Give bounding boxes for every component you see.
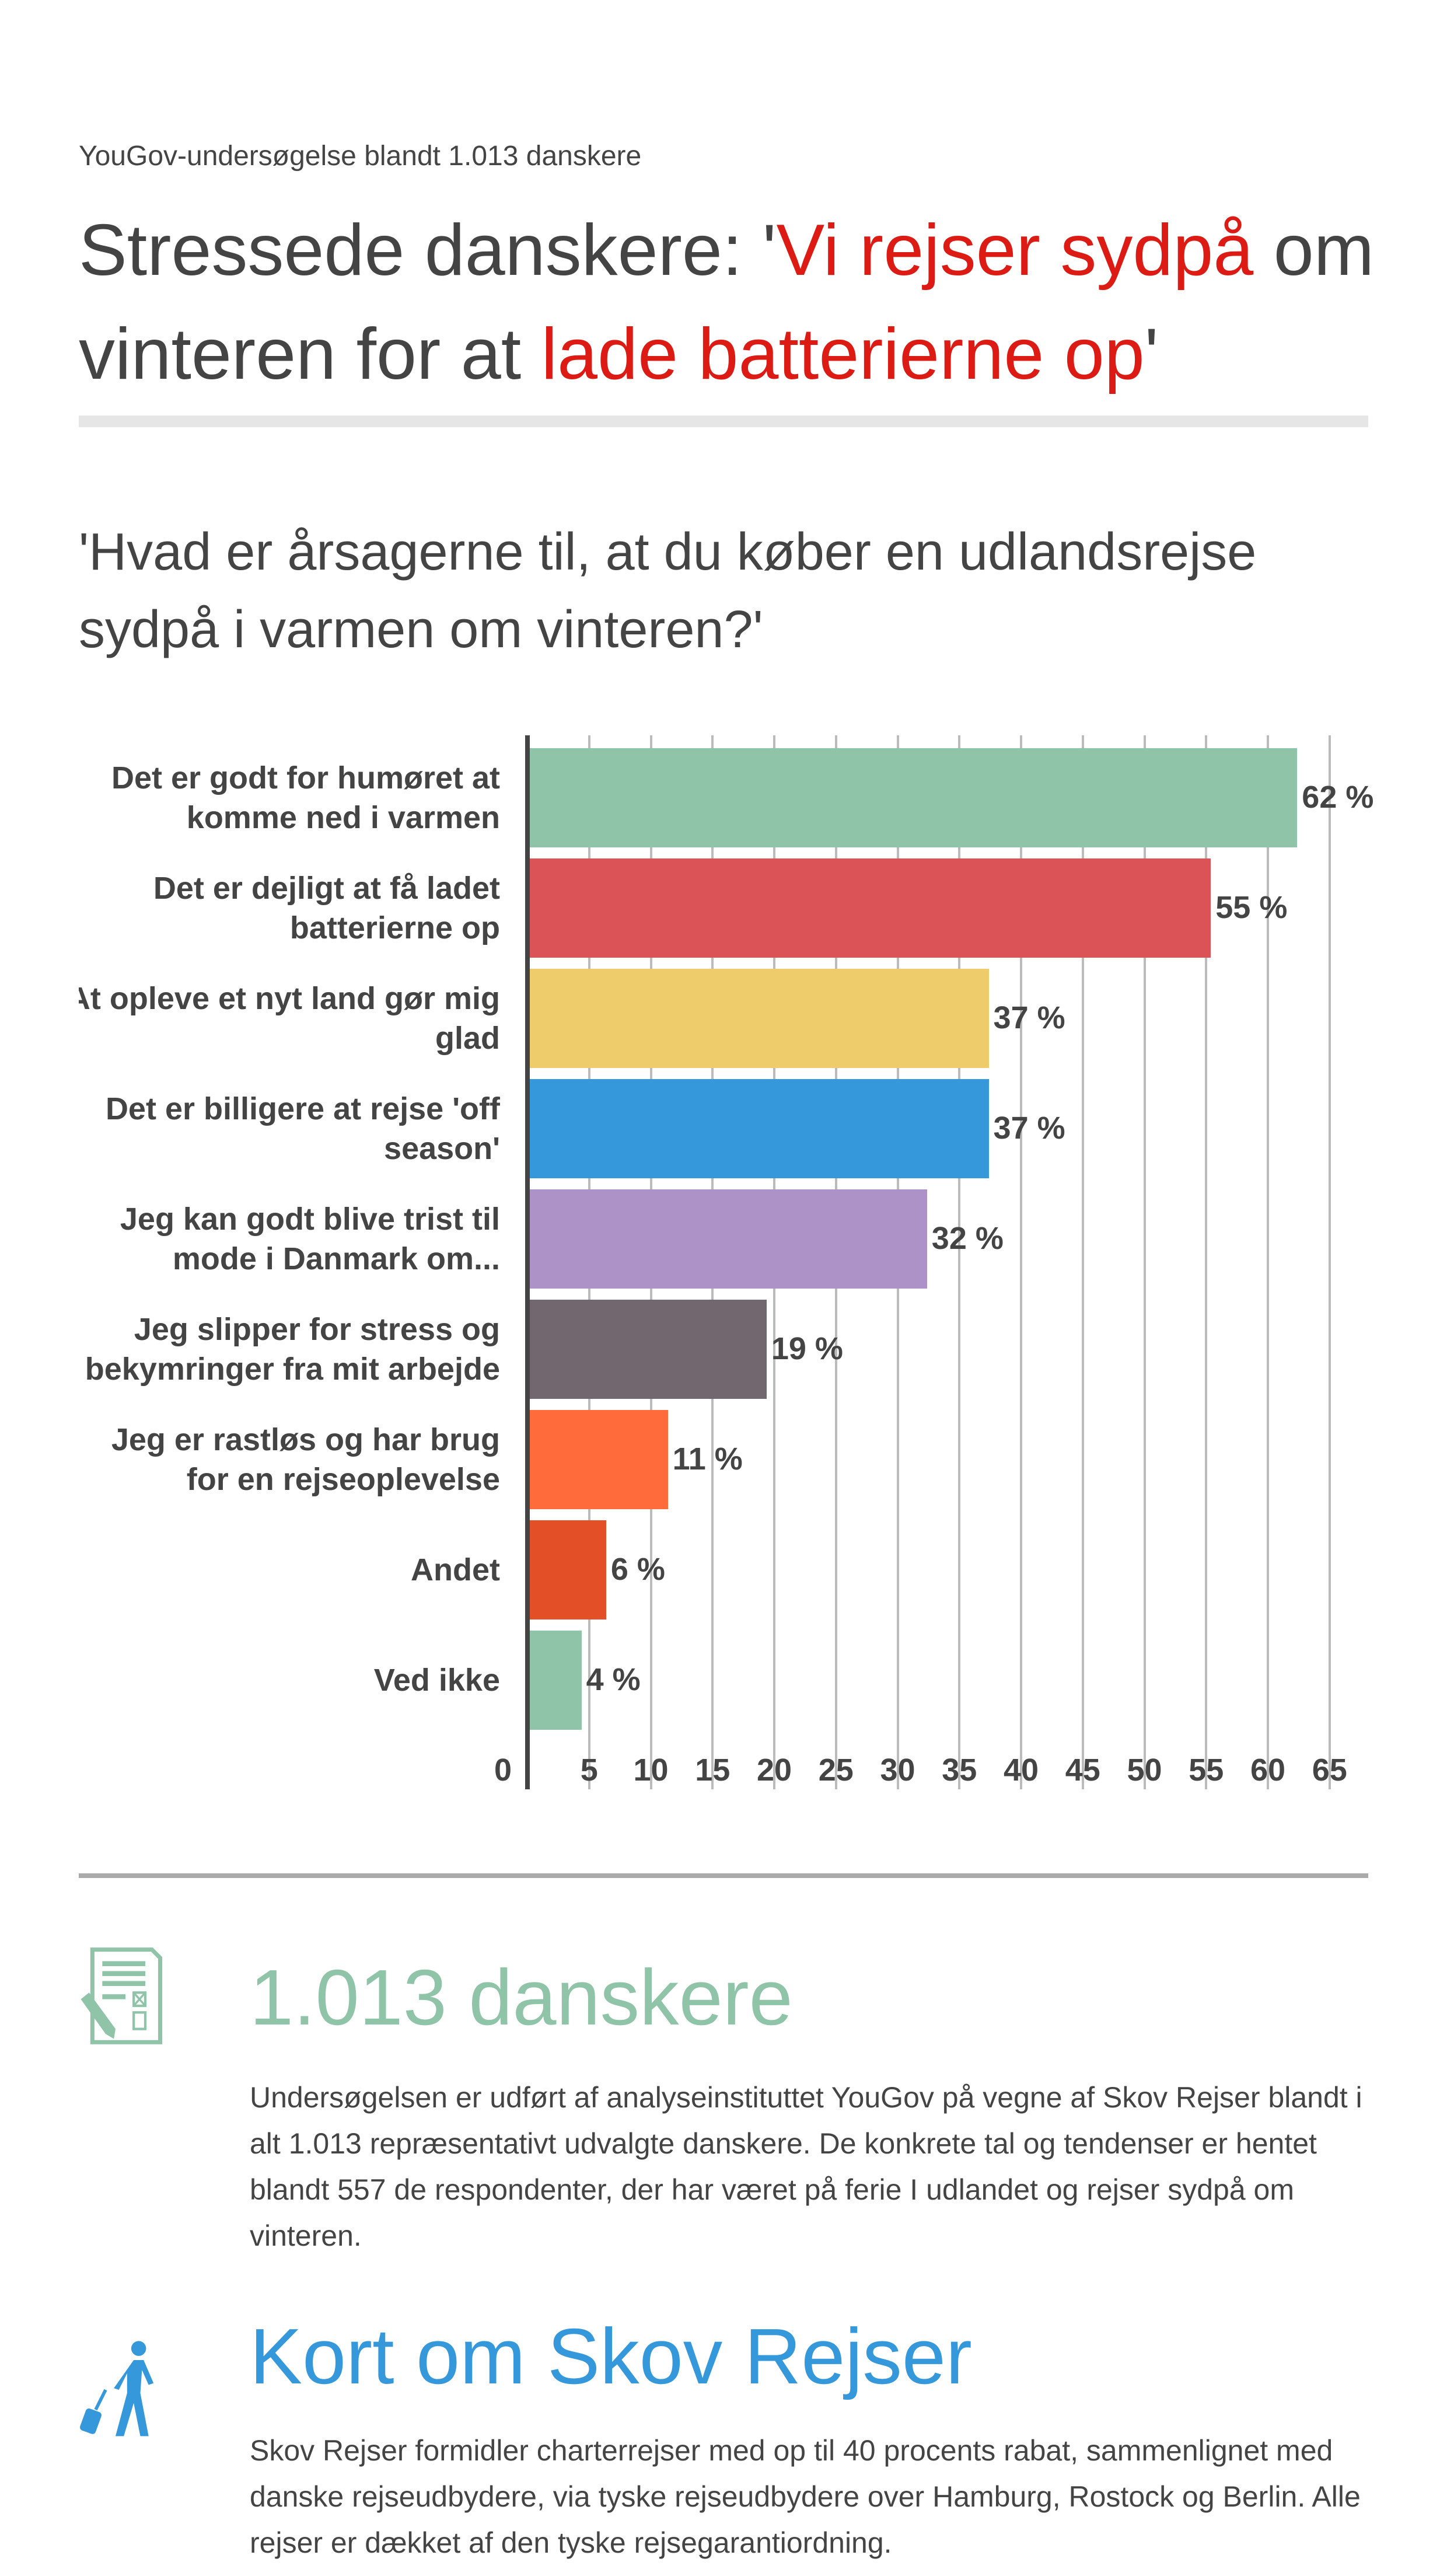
survey-subtitle: YouGov-undersøgelse blandt 1.013 dansker…: [79, 141, 642, 172]
bar: [527, 1410, 668, 1509]
category-label: Jeg er rastløs og har brug for en rejseop…: [79, 1420, 500, 1499]
value-label: 6 %: [610, 1552, 665, 1587]
bar: [527, 969, 989, 1068]
x-tick-label: 25: [818, 1753, 854, 1788]
traveler-with-suitcase-icon: [80, 2341, 154, 2437]
gridline: [1081, 735, 1084, 1789]
category-label-line: Det er dejligt at få ladet: [153, 871, 500, 906]
category-label: Jeg kan godt blive trist til mode i Danma…: [79, 1199, 500, 1279]
page-title: Stressede danskere: 'Vi rejser sydpå om …: [79, 198, 1386, 406]
x-tick-label: 5: [580, 1753, 598, 1788]
gridline: [1267, 735, 1269, 1789]
category-label-line: Det er billigere at rejse 'off: [105, 1091, 500, 1126]
x-tick-label: 35: [942, 1753, 977, 1788]
title-part: om vinteren for at: [79, 210, 1375, 395]
bar-chart: 0 5 10 15 20 25 30 35 40 45 50 55 60 65 62 % Det er god…: [0, 724, 1447, 1832]
category-label-line: batterierne op: [289, 910, 500, 945]
gridline: [1205, 735, 1208, 1789]
bar: [527, 1300, 767, 1399]
category-label: Det er billigere at rejse 'off season': [79, 1089, 500, 1168]
x-tick-label: 65: [1312, 1753, 1347, 1788]
value-label: 37 %: [993, 1111, 1065, 1146]
bar: [527, 858, 1211, 958]
x-tick-label: 45: [1065, 1753, 1100, 1788]
category-label-line: season': [384, 1131, 500, 1166]
category-label-line: for en rejseoplevelse: [186, 1462, 500, 1497]
x-tick-label: 0: [494, 1753, 512, 1788]
gridline: [1328, 735, 1331, 1789]
value-label: 11 %: [672, 1441, 743, 1477]
value-label: 4 %: [586, 1662, 641, 1697]
category-label: Ved ikke: [79, 1660, 500, 1700]
x-tick-label: 15: [695, 1753, 731, 1788]
category-label-line: Andet: [411, 1552, 500, 1587]
survey-heading: 1.013 danskere: [250, 1953, 793, 2041]
category-label-line: Jeg er rastløs og har brug: [111, 1422, 500, 1457]
x-tick-label: 10: [633, 1753, 669, 1788]
title-part: ': [1144, 314, 1159, 395]
value-label: 37 %: [993, 1000, 1065, 1035]
category-label-line: mode i Danmark om...: [172, 1241, 500, 1276]
category-label-line: bekymringer fra mit arbejde: [85, 1352, 500, 1387]
x-tick-label: 60: [1250, 1753, 1286, 1788]
bar: [527, 1079, 989, 1178]
x-tick-label: 40: [1003, 1753, 1039, 1788]
category-label: Det er godt for humøret at komme ned i va…: [79, 758, 500, 837]
category-label: Jeg slipper for stress og bekymringer fra…: [79, 1310, 500, 1389]
gridline: [1020, 735, 1022, 1789]
value-label: 19 %: [771, 1331, 843, 1366]
category-label-line: Ved ikke: [373, 1663, 500, 1698]
bar: [527, 748, 1298, 847]
chart-question: 'Hvad er årsagerne til, at du køber en u…: [79, 523, 1257, 659]
title-part: Stressede danskere: ': [79, 210, 777, 291]
about-heading: Kort om Skov Rejser: [250, 2312, 972, 2400]
category-label: Det er dejligt at få ladet batterierne op: [79, 868, 500, 948]
category-label-line: Jeg slipper for stress og: [134, 1312, 500, 1347]
gridline: [958, 735, 961, 1789]
divider: [79, 416, 1368, 427]
about-description: Skov Rejser formidler charterrejser med …: [250, 2434, 1361, 2559]
divider: [79, 1873, 1368, 1878]
category-label-line: Det er godt for humøret at: [111, 760, 500, 795]
bar: [527, 1520, 606, 1619]
title-highlight: Vi rejser sydpå: [776, 210, 1254, 291]
category-label: Andet: [79, 1550, 500, 1590]
category-label-line: Jeg kan godt blive trist til: [120, 1202, 500, 1237]
value-label: 32 %: [931, 1221, 1004, 1256]
survey-description: Undersøgelsen er udført af analyseinstit…: [250, 2081, 1362, 2252]
value-label: 55 %: [1215, 890, 1288, 925]
x-tick-label: 50: [1127, 1753, 1162, 1788]
survey-form-pencil-icon: [81, 1947, 163, 2044]
category-label-line: komme ned i varmen: [186, 800, 500, 835]
category-label: At opleve et nyt land gør mig glad: [79, 979, 500, 1058]
x-tick-label: 30: [880, 1753, 915, 1788]
title-highlight: lade batterierne op: [541, 314, 1145, 395]
bar: [527, 1631, 582, 1730]
x-tick-label: 20: [756, 1753, 792, 1788]
x-tick-label: 55: [1189, 1753, 1224, 1788]
bar: [527, 1189, 927, 1289]
value-label: 62 %: [1302, 780, 1374, 815]
y-axis-line: [525, 735, 530, 1789]
gridline: [1143, 735, 1146, 1789]
category-label-line: glad: [435, 1021, 500, 1056]
category-label-line: At opleve et nyt land gør mig: [79, 981, 500, 1016]
